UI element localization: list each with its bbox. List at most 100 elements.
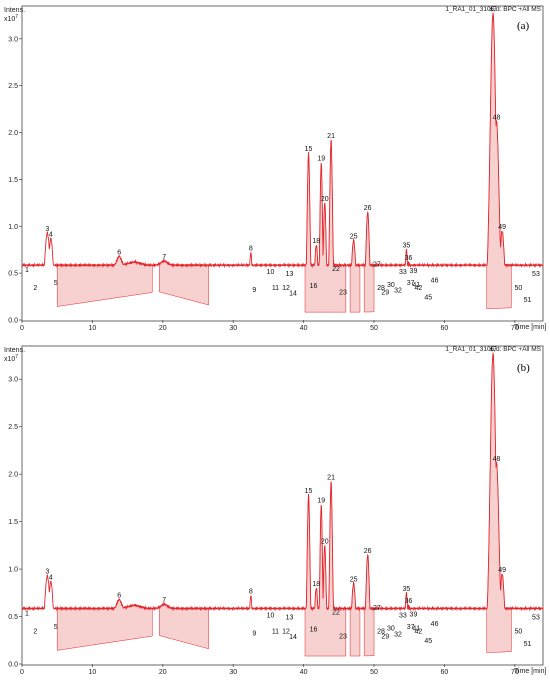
panel-a-plot: [21, 12, 544, 313]
peak-label: 42: [414, 285, 422, 292]
panel-a-y-multiplier-base: x10: [4, 16, 15, 23]
peak-label: 46: [431, 621, 439, 628]
panel-b-y-multiplier-exp: 7: [15, 354, 18, 360]
peak-label: 18: [312, 581, 320, 588]
peak-label: 25: [350, 576, 358, 583]
peak-label: 37: [407, 624, 415, 631]
y-tick-label: 2.0: [8, 130, 18, 137]
y-tick-label: 2.5: [8, 424, 18, 431]
panel-b-y-multiplier-base: x10: [4, 356, 15, 363]
peak-label: 33: [399, 269, 407, 276]
peak-label: 13: [286, 614, 294, 621]
panel-b-header: 1_RA1_01_3106.d: BPC +All MS: [445, 346, 541, 353]
y-tick-label: 2.0: [8, 472, 18, 479]
panel-b-xlabel: Time [min]: [514, 668, 546, 675]
peak-label: 21: [327, 133, 335, 140]
peak-label: 28: [377, 285, 385, 292]
panel-b: 1_RA1_01_3106.d: BPC +All MS (b) Intens.…: [4, 345, 546, 676]
peak-label: 41: [412, 282, 420, 289]
x-tick-label: 20: [159, 325, 167, 332]
peak-label: 6: [117, 249, 121, 256]
peak-label: 22: [332, 266, 340, 273]
peak-label: 42: [414, 629, 422, 636]
peak-label: 10: [267, 612, 275, 619]
x-tick-label: 60: [441, 325, 449, 332]
peak-label: 21: [327, 475, 335, 482]
peak-label: 26: [364, 548, 372, 555]
peak-label: 14: [289, 634, 297, 641]
x-tick-label: 60: [441, 669, 449, 676]
peak-label: 25: [350, 233, 358, 240]
panel-a-ylabel: Intens.: [4, 7, 25, 14]
peak-label: 26: [364, 205, 372, 212]
peak-label: 29: [381, 633, 389, 640]
peak-label: 22: [332, 610, 340, 617]
peak-label: 8: [249, 246, 253, 253]
y-tick-label: 1.0: [8, 567, 18, 574]
peak-label: 28: [377, 629, 385, 636]
x-tick-label: 50: [370, 669, 378, 676]
y-tick-label: 1.5: [8, 519, 18, 526]
x-tick-label: 0: [20, 669, 24, 676]
y-tick-label: 1.0: [8, 224, 18, 231]
panel-b-ylabel: Intens.: [4, 347, 25, 354]
peak-label: 50: [514, 629, 522, 636]
peak-label: 7: [162, 254, 166, 261]
peak-label: 16: [310, 627, 318, 634]
x-tick-label: 30: [229, 669, 237, 676]
peak-label: 5: [54, 624, 58, 631]
peak-label: 35: [403, 586, 411, 593]
x-tick-label: 0: [20, 325, 24, 332]
peak-label: 7: [162, 597, 166, 604]
panel-b-plot: [21, 352, 544, 657]
peak-label: 32: [394, 631, 402, 638]
peak-label: 15: [305, 488, 313, 495]
panel-a-xlabel: Time [min]: [514, 324, 546, 331]
peak-label: 53: [532, 271, 540, 278]
peak-label: 20: [321, 538, 329, 545]
y-tick-label: 0.5: [8, 271, 18, 278]
x-tick-label: 40: [300, 669, 308, 676]
y-tick-label: 2.5: [8, 83, 18, 90]
y-tick-label: 0.0: [8, 318, 18, 325]
panel-a-header: 1_RA1_01_3106.d: BPC +All MS: [445, 6, 541, 13]
bpc-trace: [21, 352, 544, 612]
panel-a-y-multiplier: x107: [4, 14, 18, 23]
peak-label: 37: [407, 280, 415, 287]
peak-label: 39: [410, 268, 418, 275]
peak-label: 9: [252, 630, 256, 637]
peak-label: 18: [312, 238, 320, 245]
panel-a-ticks: 0 10 20 30 40 50 60 70 0.0 0.5 1.0 1.5 2.0 2.5 3.0: [8, 36, 519, 332]
y-tick-label: 0.5: [8, 614, 18, 621]
peak-label: 20: [321, 196, 329, 203]
peak-label: 1: [25, 267, 29, 274]
panel-a: 1_RA1_01_3106.d: BPC +All MS (a) Intens.…: [4, 5, 546, 332]
peak-label: 3: [45, 226, 49, 233]
peak-label: 27: [373, 605, 381, 612]
peak-label: 4: [49, 574, 53, 581]
peak-label: 11: [272, 285, 279, 292]
peak-label: 15: [305, 146, 313, 153]
peak-label: 2: [33, 285, 37, 292]
peak-label: 23: [339, 290, 347, 297]
peak-label: 45: [424, 294, 432, 301]
peak-label: 53: [532, 614, 540, 621]
peak-label: 5: [54, 280, 58, 287]
peak-label: 19: [317, 156, 325, 163]
panel-b-ticks: 0 10 20 30 40 50 60 70 0.0 0.5 1.0 1.5 2.0 2.5 3.0: [8, 377, 519, 676]
peak-label: 36: [405, 598, 413, 605]
x-tick-label: 50: [370, 325, 378, 332]
peak-label: 51: [524, 641, 532, 648]
peak-label: 8: [249, 589, 253, 596]
y-tick-label: 3.0: [8, 36, 18, 43]
y-tick-label: 1.5: [8, 177, 18, 184]
peak-label: 45: [424, 638, 432, 645]
peak-label: 14: [289, 291, 297, 298]
peak-label: 16: [310, 283, 318, 290]
peak-label: 30: [387, 626, 395, 633]
peak-label: 47: [489, 6, 497, 13]
x-tick-label: 20: [159, 669, 167, 676]
